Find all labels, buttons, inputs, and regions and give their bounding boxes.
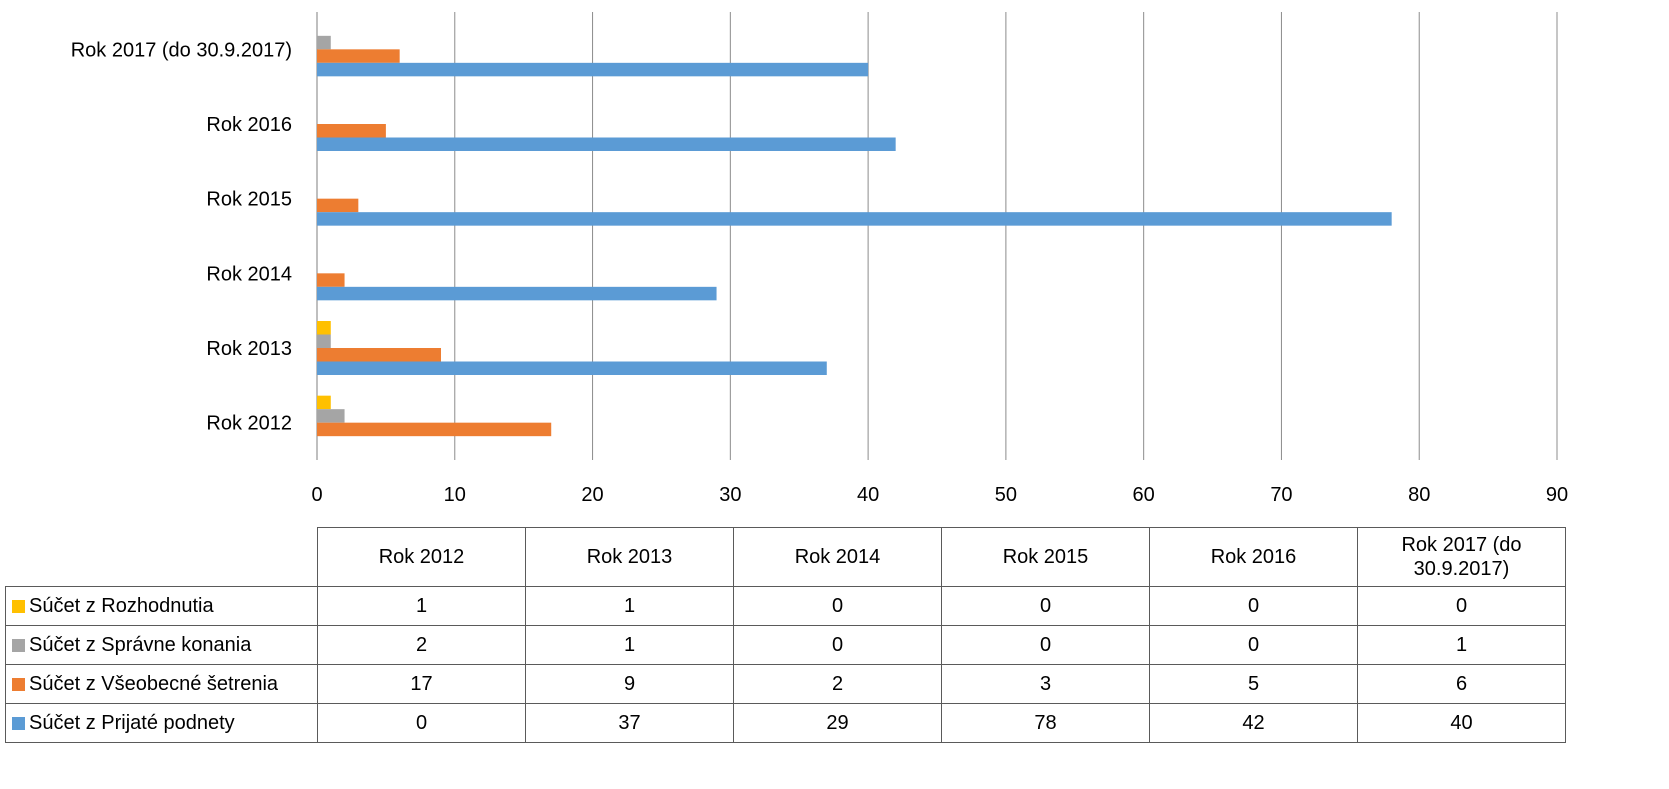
data-table: Rok 2012 Rok 2013 Rok 2014 Rok 2015 Rok 2016…	[5, 527, 1566, 743]
table-cell: 5	[1149, 664, 1358, 704]
table-cell: 1	[317, 586, 526, 626]
legend-swatch	[12, 600, 25, 613]
y-tick-label: Rok 2014	[206, 263, 292, 285]
table-corner	[5, 527, 318, 587]
legend-swatch	[12, 717, 25, 730]
bar	[317, 334, 331, 348]
bar	[317, 348, 441, 362]
table-cell: 40	[1357, 703, 1566, 743]
x-tick-label: 0	[311, 484, 322, 506]
bar	[317, 137, 896, 151]
bar	[317, 49, 400, 63]
legend-label: Súčet z Všeobecné šetrenia	[29, 673, 279, 695]
row-label: Súčet z Správne konania	[5, 625, 318, 665]
table-row: Súčet z Správne konania 2 1 0 0 0 1	[5, 625, 1566, 665]
legend-label: Súčet z Správne konania	[29, 634, 252, 656]
column-header: Rok 2014	[733, 527, 942, 587]
bar	[317, 273, 345, 287]
bar	[317, 286, 717, 301]
x-tick-label: 50	[995, 484, 1017, 506]
x-tick-label: 20	[581, 484, 603, 506]
column-header: Rok 2013	[525, 527, 734, 587]
row-label: Súčet z Všeobecné šetrenia	[5, 664, 318, 704]
bar	[317, 422, 552, 437]
legend-swatch	[12, 678, 25, 691]
bar	[317, 198, 359, 213]
bar	[317, 361, 827, 375]
column-header: Rok 2017 (do 30.9.2017)	[1357, 527, 1566, 587]
x-tick-label: 60	[1133, 484, 1155, 506]
table-cell: 29	[733, 703, 942, 743]
legend-label: Súčet z Prijaté podnety	[29, 712, 235, 734]
table-cell: 0	[733, 625, 942, 665]
y-tick-label: Rok 2012	[206, 413, 292, 435]
table-row: Súčet z Všeobecné šetrenia 17 9 2 3 5 6	[5, 664, 1566, 704]
table-cell: 6	[1357, 664, 1566, 704]
table-cell: 37	[525, 703, 734, 743]
table-cell: 2	[317, 625, 526, 665]
table-cell: 0	[1357, 586, 1566, 626]
x-tick-label: 30	[719, 484, 741, 506]
bar	[317, 321, 331, 335]
bar	[317, 212, 1392, 226]
x-tick-label: 90	[1546, 484, 1568, 506]
table-cell: 0	[1149, 625, 1358, 665]
table-cell: 3	[941, 664, 1150, 704]
bar	[317, 409, 345, 423]
table-header-row: Rok 2012 Rok 2013 Rok 2014 Rok 2015 Rok 2016…	[5, 527, 1566, 587]
legend-swatch	[12, 639, 25, 652]
bar	[317, 124, 386, 138]
column-header: Rok 2012	[317, 527, 526, 587]
column-header: Rok 2015	[941, 527, 1150, 587]
bar-chart: 0 10 20 30 40 50 60 70 80 90 Rok 2012 Rok 2013 Rok 2…	[71, 12, 1568, 506]
legend-label: Súčet z Rozhodnutia	[29, 595, 214, 617]
table-cell: 0	[733, 586, 942, 626]
y-tick-label: Rok 2013	[206, 338, 292, 360]
table-cell: 42	[1149, 703, 1358, 743]
x-tick-label: 70	[1270, 484, 1292, 506]
table-cell: 2	[733, 664, 942, 704]
bar	[317, 35, 331, 50]
table-row: Súčet z Prijaté podnety 0 37 29 78 42 40	[5, 703, 1566, 743]
table-cell: 78	[941, 703, 1150, 743]
bar	[317, 62, 869, 77]
y-tick-label: Rok 2015	[206, 189, 292, 211]
y-tick-label: Rok 2016	[206, 114, 292, 136]
x-tick-label: 80	[1408, 484, 1430, 506]
x-tick-label: 10	[444, 484, 466, 506]
table-cell: 17	[317, 664, 526, 704]
table-cell: 0	[317, 703, 526, 743]
table-row: Súčet z Rozhodnutia 1 1 0 0 0 0	[5, 586, 1566, 626]
table-cell: 1	[1357, 625, 1566, 665]
table-cell: 1	[525, 625, 734, 665]
column-header: Rok 2016	[1149, 527, 1358, 587]
x-tick-label: 40	[857, 484, 879, 506]
row-label: Súčet z Prijaté podnety	[5, 703, 318, 743]
table-cell: 9	[525, 664, 734, 704]
bar	[317, 395, 331, 410]
y-tick-label: Rok 2017 (do 30.9.2017)	[71, 39, 292, 61]
table-cell: 0	[1149, 586, 1358, 626]
table-cell: 1	[525, 586, 734, 626]
table-cell: 0	[941, 625, 1150, 665]
row-label: Súčet z Rozhodnutia	[5, 586, 318, 626]
table-cell: 0	[941, 586, 1150, 626]
